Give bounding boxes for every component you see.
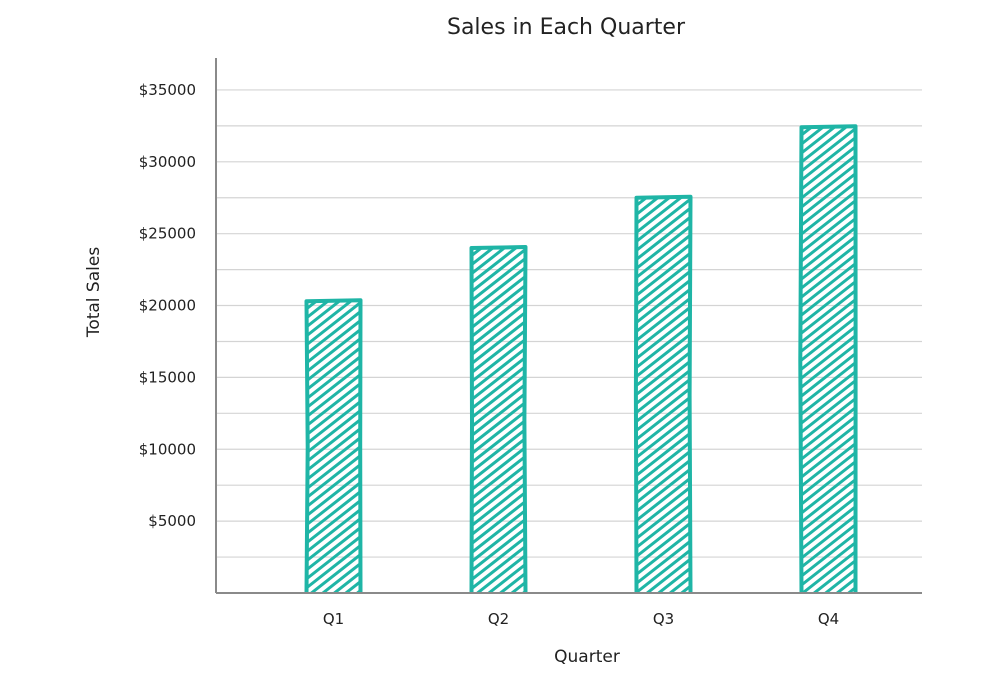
bar: [798, 124, 858, 594]
bar: [469, 245, 528, 594]
y-tick-label: $25000: [139, 225, 196, 243]
y-tick-label: $35000: [139, 81, 196, 99]
bar-outline: [304, 298, 363, 594]
bar-hatching: [801, 127, 856, 594]
bar-outline: [469, 245, 528, 594]
bar-hatching: [471, 248, 526, 593]
x-tick-label: Q3: [653, 610, 674, 628]
x-axis-title: Quarter: [554, 647, 620, 667]
x-tick-labels: Q1 Q2 Q3 Q4: [323, 610, 839, 628]
x-tick-label: Q1: [323, 610, 344, 628]
y-tick-label: $30000: [139, 153, 196, 171]
y-tick-label: $15000: [139, 368, 196, 386]
x-tick-label: Q4: [818, 610, 839, 628]
bar-outline: [798, 124, 858, 594]
y-tick-label: $5000: [148, 512, 196, 530]
bar-hatching: [636, 197, 691, 593]
bars: [304, 124, 858, 594]
chart-title: Sales in Each Quarter: [447, 15, 686, 40]
x-tick-label: Q2: [488, 610, 509, 628]
bar: [304, 298, 363, 594]
bar-outline: [633, 194, 693, 594]
bar: [633, 194, 693, 594]
y-axis-title: Total Sales: [84, 247, 104, 338]
y-tick-label: $10000: [139, 440, 196, 458]
y-tick-label: $20000: [139, 297, 196, 315]
y-tick-labels: $5000 $10000 $15000 $20000 $25000 $30000 $3500…: [139, 81, 196, 530]
bar-hatching: [306, 301, 361, 593]
